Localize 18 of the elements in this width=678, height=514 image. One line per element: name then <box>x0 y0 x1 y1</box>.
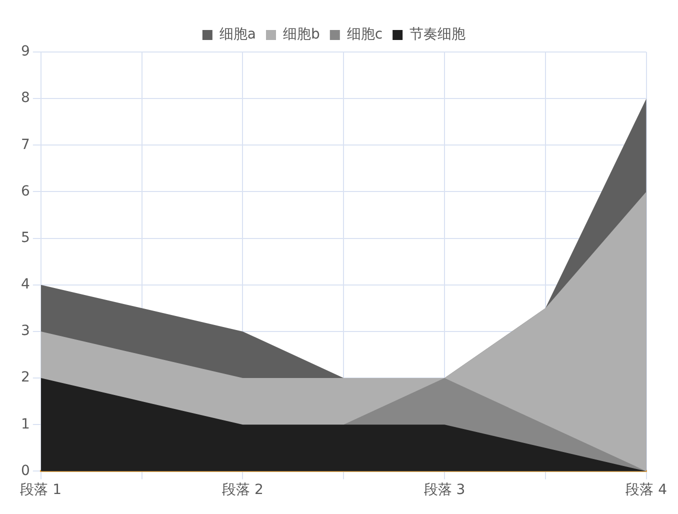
y-tick-label: 0 <box>20 462 30 479</box>
y-tick-label: 4 <box>20 276 30 293</box>
legend-label: 细胞c <box>346 26 383 43</box>
y-tick-label: 2 <box>20 370 30 386</box>
legend-label: 细胞a <box>219 26 256 43</box>
legend-label: 节奏细胞 <box>410 26 466 43</box>
x-tick-label: 段落 1 <box>20 482 62 498</box>
y-tick-label: 7 <box>20 136 30 153</box>
x-tick-label: 段落 2 <box>222 482 264 498</box>
x-tick-label: 段落 3 <box>424 482 466 498</box>
x-tick-label: 段落 4 <box>626 482 668 498</box>
y-tick-label: 6 <box>20 183 30 200</box>
y-tick-label: 3 <box>20 323 30 340</box>
y-tick-label: 8 <box>20 90 30 106</box>
y-tick-label: 1 <box>20 416 30 432</box>
y-tick-label: 5 <box>20 230 30 246</box>
legend-label: 细胞b <box>283 26 320 43</box>
y-tick-label: 9 <box>20 44 30 60</box>
